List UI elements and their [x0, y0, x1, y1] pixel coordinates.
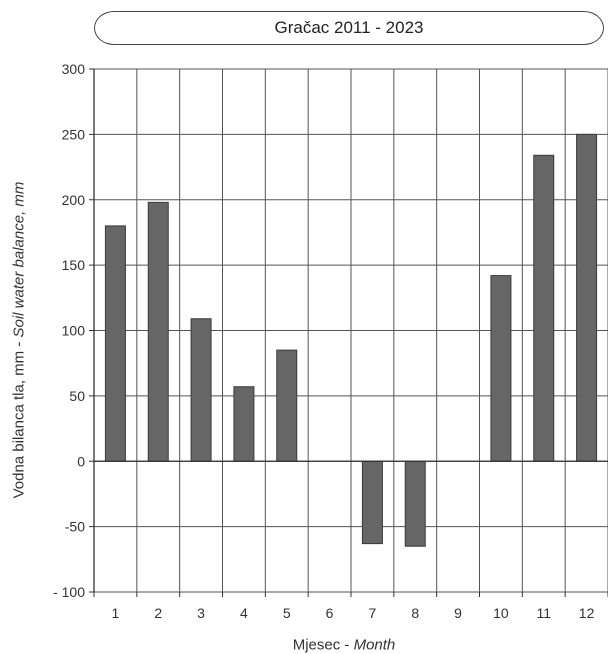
x-tick-label: 3 [197, 605, 205, 621]
x-tick-label: 6 [326, 605, 334, 621]
y-tick-label: 0 [77, 453, 85, 469]
x-tick-label: 2 [154, 605, 162, 621]
y-tick-label: 50 [69, 388, 85, 404]
y-tick-label: 200 [62, 192, 86, 208]
x-tick-label: 4 [240, 605, 248, 621]
x-tick-label: 11 [536, 605, 551, 621]
y-axis-label: Vodna bilanca tla, mm - Soil water balan… [11, 182, 28, 499]
chart-title: Gračac 2011 - 2023 [274, 18, 424, 37]
bar-month-4 [233, 386, 255, 462]
bar-month-1 [104, 225, 126, 462]
x-tick-label: 10 [493, 605, 509, 621]
bar-month-5 [276, 349, 298, 462]
x-tick-label: 1 [112, 605, 120, 621]
y-tick-label: 300 [62, 61, 86, 77]
y-axis-label-plain: Vodna bilanca tla, mm - [10, 337, 28, 499]
x-tick-label: 5 [283, 605, 291, 621]
y-axis-label-italic: Soil water balance, mm [10, 181, 28, 338]
bar-month-7 [361, 460, 383, 545]
bar-month-3 [190, 318, 212, 462]
x-axis-label: Mjesec - Month [293, 637, 396, 654]
bar-month-11 [533, 154, 555, 462]
y-tick-label: 250 [62, 126, 86, 142]
y-tick-label: 150 [62, 257, 86, 273]
y-tick-label: 100 [62, 323, 86, 339]
bar-month-8 [404, 460, 426, 547]
bar-month-12 [576, 133, 598, 462]
x-tick-label: 12 [579, 605, 595, 621]
bar-month-2 [147, 201, 169, 462]
x-axis-label-plain: Mjesec - [292, 636, 354, 654]
bar-month-10 [490, 275, 512, 462]
x-axis-label-italic: Month [353, 636, 396, 654]
x-tick-label: 7 [369, 605, 377, 621]
y-tick-label: - 100 [53, 584, 85, 600]
x-tick-label: 9 [454, 605, 462, 621]
x-tick-label: 8 [411, 605, 419, 621]
y-tick-label: -50 [65, 519, 85, 535]
chart-title-box: Gračac 2011 - 2023 [94, 11, 604, 45]
